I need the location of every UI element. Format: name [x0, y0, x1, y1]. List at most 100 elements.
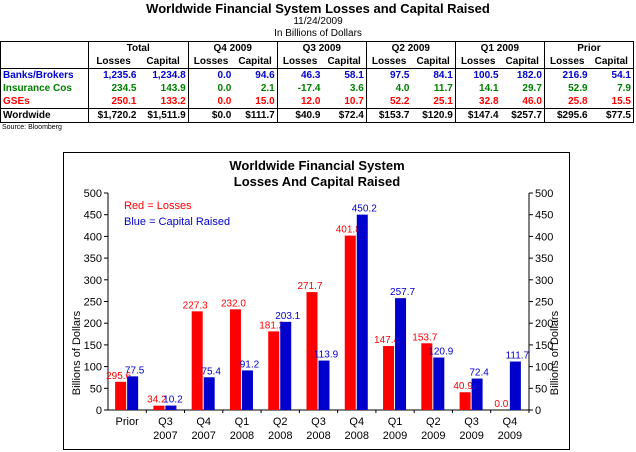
table-cell: 11.7	[433, 83, 453, 94]
table-cell: 0.0	[187, 82, 234, 95]
table-cell: $153.7	[365, 108, 412, 123]
table-cell: 0.0	[187, 68, 234, 82]
subheader-losses: Losses	[87, 55, 139, 69]
table-cell: -17.4	[276, 82, 323, 95]
group-header: Q4 2009	[187, 41, 278, 55]
subheader-losses: Losses	[365, 55, 412, 69]
x-tick-label: Q3	[464, 416, 479, 428]
financial-summary-table: Total Q4 2009 Q3 2009 Q2 2009 Q1 2009 Pr…	[0, 41, 634, 123]
x-tick-label: Q3	[311, 416, 326, 428]
table-cell: 12.0	[276, 95, 323, 109]
data-label-losses: 147.4	[374, 335, 399, 346]
bar-losses	[268, 331, 280, 410]
x-tick-label: Q1	[235, 416, 250, 428]
y-tick-label-left: 300	[84, 275, 102, 287]
y-tick-label-left: 150	[84, 340, 102, 352]
table-cell: 29.7	[522, 83, 542, 94]
x-tick-label-year: 2009	[498, 430, 522, 442]
bar-capital	[241, 370, 253, 410]
data-label-losses: 227.3	[183, 300, 208, 311]
x-tick-label-year: 2009	[421, 430, 445, 442]
y-tick-label-right: 50	[535, 383, 547, 395]
data-label-losses: 401.8	[336, 225, 361, 236]
table-cell: 182.0	[516, 70, 542, 81]
table-cell: $1,720.2	[87, 108, 139, 123]
data-label-capital: 72.4	[469, 368, 489, 379]
y-tick-label-left: 200	[84, 318, 102, 330]
table-row: Banks/Brokers 1,235.6 1,234.8 0.0 94.6 46.3 58…	[1, 68, 634, 82]
table-cell: $0.0	[187, 108, 234, 123]
subheader-losses: Losses	[454, 55, 501, 69]
bar-capital	[509, 361, 521, 410]
subheader-capital: Capital	[500, 55, 545, 69]
y-tick-label-right: 100	[535, 362, 553, 374]
y-tick-label-right: 0	[535, 405, 541, 417]
bar-capital	[203, 377, 215, 410]
table-cell: $111.7	[233, 108, 278, 123]
table-cell: $40.9	[276, 108, 323, 123]
y-tick-label-left: 50	[90, 383, 102, 395]
table-cell: 4.0	[365, 82, 412, 95]
x-tick-label: Q2	[273, 416, 288, 428]
legend-losses: Red = Losses	[124, 200, 192, 212]
bar-chart: Worldwide Financial System Losses And Ca…	[71, 158, 561, 442]
subheader-losses: Losses	[543, 55, 590, 69]
subheader-capital: Capital	[233, 55, 278, 69]
table-cell: 52.9	[543, 82, 590, 95]
bar-capital	[165, 405, 177, 410]
x-tick-label: Q4	[503, 416, 518, 428]
y-tick-label-left: 0	[96, 405, 102, 417]
y-tick-label-right: 500	[535, 188, 553, 200]
table-group-header-row: Total Q4 2009 Q3 2009 Q2 2009 Q1 2009 Pr…	[1, 41, 634, 55]
data-label-capital: 75.4	[201, 366, 221, 377]
x-tick-label: Prior	[116, 416, 140, 428]
table-row: Insurance Cos 234.5 143.9 0.0 2.1 -17.4 3.6 4.0…	[1, 82, 634, 95]
group-header: Q3 2009	[276, 41, 367, 55]
data-label-losses: 232.0	[221, 298, 246, 309]
subheader-capital: Capital	[322, 55, 367, 69]
bar-losses	[153, 405, 165, 410]
data-label-losses: 295.6	[106, 371, 131, 382]
data-label-losses: 40.9	[453, 381, 473, 392]
table-cell: 46.3	[276, 68, 323, 82]
table-cell: 15.0	[255, 96, 275, 107]
x-tick-label: Q1	[388, 416, 403, 428]
table-cell: 52.2	[365, 95, 412, 109]
bar-losses	[459, 392, 471, 410]
table-cell: 3.6	[349, 83, 364, 94]
x-tick-label-year: 2008	[306, 430, 330, 442]
table-cell: 54.1	[611, 70, 631, 81]
y-tick-label-left: 500	[84, 188, 102, 200]
bar-capital	[318, 360, 330, 410]
bar-losses	[383, 346, 395, 410]
x-tick-label: Q2	[426, 416, 441, 428]
x-tick-label-year: 2008	[345, 430, 369, 442]
row-label: Wordwide	[0, 108, 89, 123]
data-label-losses: 0.0	[494, 399, 508, 410]
subheader-losses: Losses	[276, 55, 323, 69]
y-tick-label-right: 450	[535, 210, 553, 222]
table-cell: 32.8	[454, 95, 501, 109]
y-axis-label-left: Billions of Dollars	[71, 310, 83, 395]
table-cell: 25.1	[433, 96, 453, 107]
table-cell: 7.9	[617, 83, 631, 94]
table-cell: $257.7	[500, 108, 545, 123]
data-label-losses: 34.2	[147, 395, 167, 406]
units-note: In Billions of Dollars	[274, 28, 362, 39]
table-cell: 133.2	[160, 96, 186, 107]
data-label-losses: 271.7	[297, 281, 322, 292]
subheader-capital: Capital	[411, 55, 456, 69]
table-cell: $72.4	[322, 108, 367, 123]
table-cell: 25.8	[543, 95, 590, 109]
x-tick-label: Q4	[196, 416, 211, 428]
bar-capital	[356, 214, 368, 410]
source-note: Source: Bloomberg	[2, 124, 62, 131]
data-label-capital: 450.2	[352, 204, 377, 215]
table-cell: 250.1	[87, 95, 139, 109]
table-row: Wordwide $1,720.2 $1,511.9 $0.0 $111.7 $40.9 $…	[0, 108, 634, 123]
row-label: Insurance Cos	[3, 83, 72, 94]
y-tick-label-right: 350	[535, 253, 553, 265]
table-row: GSEs 250.1 133.2 0.0 15.0 12.0 10.7 52.2 25.1 32.…	[1, 95, 634, 109]
table-cell: $295.6	[543, 108, 590, 123]
report-date: 11/24/2009	[293, 16, 343, 27]
